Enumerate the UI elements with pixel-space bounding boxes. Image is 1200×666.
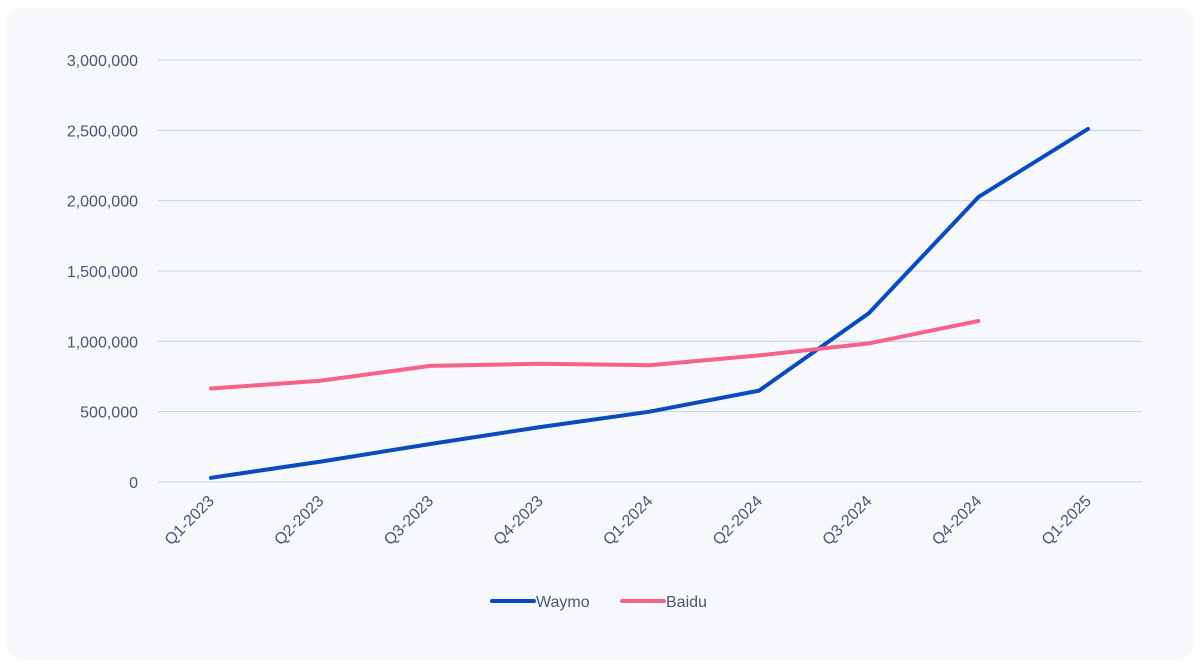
x-tick-label: Q1-2024 xyxy=(600,493,656,549)
legend-label-waymo: Waymo xyxy=(536,594,590,611)
x-tick-label: Q1-2023 xyxy=(162,493,218,549)
y-tick-label: 2,000,000 xyxy=(67,194,138,211)
x-tick-label: Q2-2024 xyxy=(710,493,766,549)
x-tick-label: Q3-2023 xyxy=(381,493,437,549)
series-lines xyxy=(209,126,1090,480)
series-line-baidu xyxy=(209,318,981,391)
y-tick-label: 0 xyxy=(129,475,138,492)
y-tick-label: 3,000,000 xyxy=(67,53,138,70)
legend: Waymo Baidu xyxy=(490,594,707,611)
x-tick-label: Q4-2023 xyxy=(491,493,547,549)
y-axis-ticks: 0 500,000 1,000,000 1,500,000 2,000,000 2,500… xyxy=(67,53,138,492)
legend-label-baidu: Baidu xyxy=(666,594,707,611)
y-tick-label: 2,500,000 xyxy=(67,123,138,140)
x-axis-ticks: Q1-2023 Q2-2023 Q3-2023 Q4-2023 Q1-2024 Q2-20… xyxy=(162,493,1095,549)
series-line-waymo xyxy=(209,126,1090,480)
chart-card xyxy=(6,8,1194,660)
y-tick-label: 1,500,000 xyxy=(67,264,138,281)
gridlines xyxy=(158,59,1142,483)
y-tick-label: 1,000,000 xyxy=(67,334,138,351)
y-tick-label: 500,000 xyxy=(80,405,138,422)
x-tick-label: Q2-2023 xyxy=(271,493,327,549)
x-tick-label: Q1-2025 xyxy=(1039,493,1095,549)
x-tick-label: Q3-2024 xyxy=(820,493,876,549)
x-tick-label: Q4-2024 xyxy=(929,493,985,549)
